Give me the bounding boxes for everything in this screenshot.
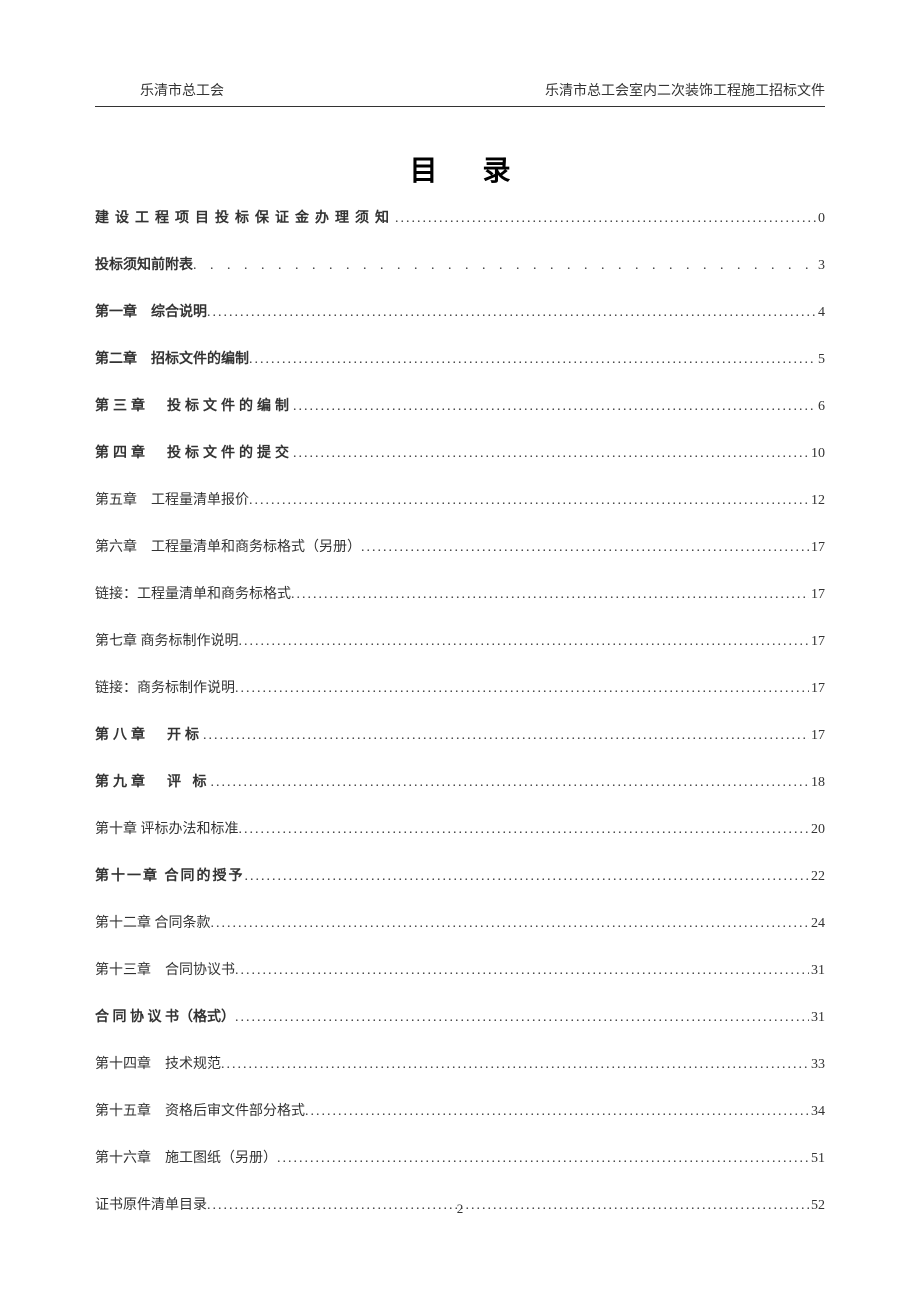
toc-dots — [249, 493, 809, 509]
toc-entry-label: 第五章 工程量清单报价 — [95, 489, 249, 509]
toc-dots — [293, 446, 809, 462]
toc-entry: 第十一章 合同的授予 22 — [95, 865, 825, 885]
toc-dots — [249, 352, 816, 368]
toc-entry-page: 18 — [809, 775, 825, 791]
toc-entry-page: 24 — [809, 916, 825, 932]
toc-entry-page: 33 — [809, 1057, 825, 1073]
toc-entry: 建设工程项目投标保证金办理须知 0 — [95, 207, 825, 227]
toc-entry: 第十二章 合同条款 24 — [95, 912, 825, 932]
toc-entry-label: 投标须知前附表 — [95, 254, 193, 274]
toc-dots — [293, 399, 816, 415]
toc-entry-page: 6 — [816, 399, 825, 415]
toc-entry-label: 第九章 评 标 — [95, 771, 211, 791]
toc-dots — [291, 587, 809, 603]
toc-entry: 第八章 开标 17 — [95, 724, 825, 744]
toc-entry-label: 建设工程项目投标保证金办理须知 — [95, 207, 395, 227]
toc-entry-label: 第十一章 合同的授予 — [95, 865, 245, 885]
toc-entry-page: 34 — [809, 1104, 825, 1120]
toc-entry: 第九章 评 标 18 — [95, 771, 825, 791]
toc-entry-label: 第八章 开标 — [95, 724, 203, 744]
toc-entry: 第二章 招标文件的编制 5 — [95, 348, 825, 368]
toc-entry-page: 17 — [809, 540, 825, 556]
toc-entry-page: 17 — [809, 681, 825, 697]
toc-entry: 第六章 工程量清单和商务标格式（另册） 17 — [95, 536, 825, 556]
toc-dots — [221, 1057, 809, 1073]
toc-dots — [239, 822, 810, 838]
page-number: 2 — [0, 1201, 920, 1217]
toc-entry-page: 4 — [816, 305, 825, 321]
toc-entry-label: 第四章 投标文件的提交 — [95, 442, 293, 462]
toc-dots — [211, 775, 810, 791]
toc-entry-label: 链接：工程量清单和商务标格式 — [95, 583, 291, 603]
header-right-text: 乐清市总工会室内二次装饰工程施工招标文件 — [545, 80, 825, 100]
toc-entry-label: 第一章 综合说明 — [95, 301, 207, 321]
toc-entry-page: 17 — [809, 587, 825, 603]
toc-dots — [235, 1010, 809, 1026]
toc-entry-page: 17 — [809, 634, 825, 650]
toc-entry-page: 22 — [809, 869, 825, 885]
toc-entry-page: 12 — [809, 493, 825, 509]
toc-entry: 第四章 投标文件的提交 10 — [95, 442, 825, 462]
toc-entry-page: 17 — [809, 728, 825, 744]
toc-entry: 合 同 协 议 书（格式） 31 — [95, 1006, 825, 1026]
toc-entry-page: 51 — [809, 1151, 825, 1167]
toc-entry-label: 第二章 招标文件的编制 — [95, 348, 249, 368]
toc-dots — [193, 258, 816, 274]
toc-dots — [235, 681, 809, 697]
toc-entry: 第三章 投标文件的编制 6 — [95, 395, 825, 415]
toc-title: 目录 — [95, 149, 825, 189]
toc-dots — [235, 963, 809, 979]
toc-entry-label: 第十六章 施工图纸（另册） — [95, 1147, 277, 1167]
toc-entry: 第五章 工程量清单报价 12 — [95, 489, 825, 509]
toc-entry-page: 0 — [816, 211, 825, 227]
table-of-contents: 建设工程项目投标保证金办理须知 0 投标须知前附表 3 第一章 综合说明 4 第二章 招标… — [95, 207, 825, 1214]
toc-entry: 第十五章 资格后审文件部分格式 34 — [95, 1100, 825, 1120]
toc-dots — [277, 1151, 809, 1167]
toc-entry-page: 31 — [809, 963, 825, 979]
toc-dots — [245, 869, 810, 885]
toc-entry: 第十三章 合同协议书 31 — [95, 959, 825, 979]
toc-entry: 链接：工程量清单和商务标格式 17 — [95, 583, 825, 603]
toc-entry: 第十六章 施工图纸（另册） 51 — [95, 1147, 825, 1167]
toc-entry-label: 第十章 评标办法和标准 — [95, 818, 239, 838]
toc-entry-label: 第十二章 合同条款 — [95, 912, 211, 932]
toc-dots — [305, 1104, 809, 1120]
toc-dots — [203, 728, 809, 744]
toc-entry-page: 31 — [809, 1010, 825, 1026]
toc-dots — [207, 305, 816, 321]
toc-entry-page: 3 — [816, 258, 825, 274]
toc-entry-label: 第十三章 合同协议书 — [95, 959, 235, 979]
toc-entry-label: 第十五章 资格后审文件部分格式 — [95, 1100, 305, 1120]
toc-entry-page: 20 — [809, 822, 825, 838]
toc-entry-page: 5 — [816, 352, 825, 368]
toc-entry: 第十章 评标办法和标准 20 — [95, 818, 825, 838]
toc-entry-label: 合 同 协 议 书（格式） — [95, 1006, 235, 1026]
toc-dots — [361, 540, 809, 556]
toc-dots — [395, 211, 816, 227]
toc-dots — [239, 634, 810, 650]
toc-entry: 链接：商务标制作说明 17 — [95, 677, 825, 697]
toc-entry: 第十四章 技术规范 33 — [95, 1053, 825, 1073]
toc-entry-label: 链接：商务标制作说明 — [95, 677, 235, 697]
toc-entry: 第七章 商务标制作说明 17 — [95, 630, 825, 650]
toc-dots — [211, 916, 810, 932]
toc-entry-label: 第七章 商务标制作说明 — [95, 630, 239, 650]
toc-entry-label: 第十四章 技术规范 — [95, 1053, 221, 1073]
toc-entry: 第一章 综合说明 4 — [95, 301, 825, 321]
header-left-text: 乐清市总工会 — [95, 80, 224, 100]
document-page: 乐清市总工会 乐清市总工会室内二次装饰工程施工招标文件 目录 建设工程项目投标保… — [0, 0, 920, 1291]
toc-entry: 投标须知前附表 3 — [95, 254, 825, 274]
toc-entry-label: 第三章 投标文件的编制 — [95, 395, 293, 415]
page-header: 乐清市总工会 乐清市总工会室内二次装饰工程施工招标文件 — [95, 80, 825, 107]
toc-entry-label: 第六章 工程量清单和商务标格式（另册） — [95, 536, 361, 556]
toc-entry-page: 10 — [809, 446, 825, 462]
